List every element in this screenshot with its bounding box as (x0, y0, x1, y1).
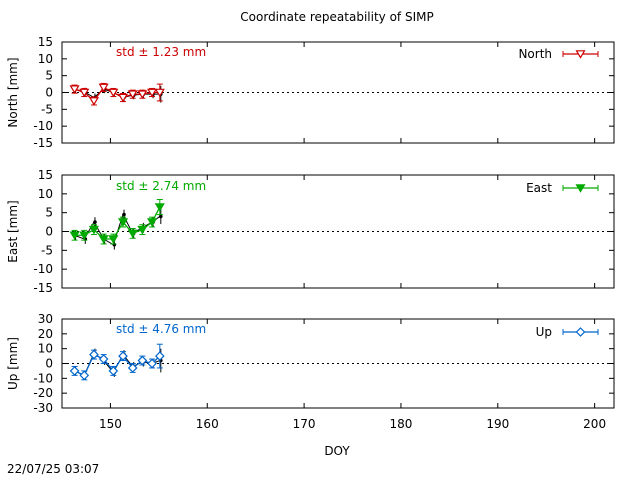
y-tick-label: -10 (33, 262, 53, 276)
series-line-north (74, 86, 160, 102)
panel-north: -15 -10 -5 0 5 10 15 North [mm] std ± 1.23 mm Nor… (6, 35, 615, 150)
data-point (108, 88, 119, 98)
reference-point (122, 212, 126, 217)
std-label: std ± 2.74 mm (116, 179, 206, 193)
data-point (88, 97, 100, 106)
data-point (108, 366, 119, 376)
data-point (69, 85, 80, 94)
reference-point (93, 220, 97, 224)
chart-panels: -15 -10 -5 0 5 10 15 North [mm] std ± 1.23 mm Nor… (6, 35, 615, 431)
y-tick-label: -20 (33, 386, 53, 400)
std-label: std ± 1.23 mm (116, 45, 206, 59)
reference-point (159, 214, 163, 219)
y-tick-label: 5 (45, 206, 53, 220)
data-point (137, 225, 148, 235)
timestamp: 22/07/25 03:07 (7, 462, 100, 476)
legend-marker (575, 50, 586, 59)
data-point (98, 235, 109, 244)
x-tick-label: 170 (293, 417, 316, 431)
series-line-up (74, 353, 161, 377)
y-tick-label: -30 (33, 401, 53, 415)
data-point (88, 225, 100, 235)
reference-series-line (74, 213, 161, 246)
x-tick-label: 150 (99, 417, 122, 431)
data-point (147, 218, 158, 227)
legend-marker (575, 327, 586, 337)
legend-label: Up (536, 325, 552, 339)
data-point (79, 370, 90, 381)
chart-title: Coordinate repeatability of SIMP (240, 10, 433, 24)
y-axis-label: North [mm] (6, 57, 20, 127)
y-tick-label: -5 (41, 243, 53, 257)
data-point (127, 229, 138, 239)
data-point (154, 203, 165, 212)
data-point (117, 93, 129, 103)
data-point (69, 231, 80, 241)
data-point (108, 235, 119, 244)
y-tick-label: 0 (45, 357, 53, 371)
y-tick-label: 0 (45, 225, 53, 239)
x-axis-label: DOY (324, 444, 350, 458)
y-tick-label: -5 (41, 102, 53, 116)
data-point (98, 83, 109, 93)
data-point (154, 88, 165, 98)
data-point (154, 351, 165, 361)
x-tick-label: 160 (196, 417, 219, 431)
y-axis-label: East [mm] (6, 200, 20, 262)
std-label: std ± 4.76 mm (116, 322, 206, 336)
y-tick-label: 20 (38, 327, 53, 341)
data-point (127, 363, 138, 373)
data-point (127, 90, 138, 99)
panel-east: -15 -10 -5 0 5 10 15 East [mm] std ± 2.74 mm East (6, 168, 615, 295)
y-tick-label: 0 (45, 86, 53, 100)
y-tick-label: -10 (33, 371, 53, 385)
y-tick-label: -10 (33, 119, 53, 133)
data-point (117, 218, 129, 227)
y-tick-label: 10 (38, 342, 53, 356)
data-point (69, 366, 80, 376)
data-point (118, 351, 128, 361)
y-tick-label: 10 (38, 187, 53, 201)
y-tick-label: 5 (45, 69, 53, 83)
y-tick-label: -15 (33, 136, 53, 150)
legend-marker (575, 184, 586, 193)
x-tick-label: 200 (583, 417, 606, 431)
y-tick-label: 15 (38, 168, 53, 182)
y-axis-label: Up [mm] (6, 337, 20, 390)
data-point (147, 88, 158, 98)
x-tick-label: 180 (389, 417, 412, 431)
x-tick-label: 190 (486, 417, 509, 431)
data-point (89, 349, 99, 360)
legend-label: East (526, 181, 552, 195)
legend-label: North (518, 47, 552, 61)
y-tick-label: 15 (38, 35, 53, 49)
y-tick-label: 10 (38, 52, 53, 66)
data-point (137, 90, 148, 99)
data-point (137, 355, 148, 366)
data-point (147, 358, 157, 369)
data-point (79, 231, 90, 241)
y-tick-label: 30 (38, 312, 53, 326)
data-point (79, 88, 90, 98)
data-point (98, 354, 109, 364)
y-tick-label: -15 (33, 281, 53, 295)
